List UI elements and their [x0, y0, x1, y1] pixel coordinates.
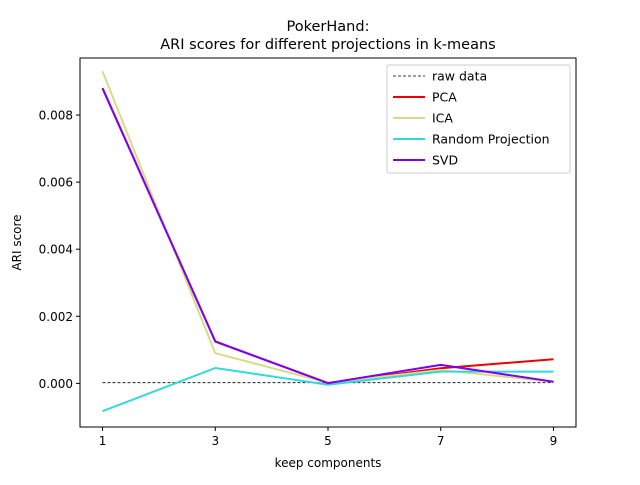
legend-box	[386, 64, 571, 174]
legend: raw data PCA ICA Random Projection SVD	[386, 64, 571, 174]
y-tick-label-1: 0.002	[39, 310, 73, 324]
legend-label-1: PCA	[432, 90, 457, 105]
legend-label-4: SVD	[432, 153, 458, 168]
chart-title-line1: PokerHand:	[287, 19, 370, 35]
x-axis-ticks: 1 3 5 7 9	[99, 427, 558, 448]
y-axis-ticks: 0.000 0.002 0.004 0.006 0.008	[39, 109, 80, 391]
x-tick-label-0: 1	[99, 434, 107, 448]
x-tick-label-1: 3	[211, 434, 219, 448]
legend-label-2: ICA	[432, 111, 453, 126]
legend-label-0: raw data	[432, 69, 487, 84]
y-tick-label-3: 0.006	[39, 176, 73, 190]
x-tick-label-3: 7	[437, 434, 445, 448]
x-tick-label-2: 5	[324, 434, 332, 448]
x-tick-label-4: 9	[550, 434, 558, 448]
x-axis-label: keep components	[275, 456, 382, 470]
series-layer	[101, 71, 554, 413]
y-tick-label-0: 0.000	[39, 377, 73, 391]
legend-label-3: Random Projection	[432, 132, 550, 147]
series-line-4	[101, 87, 554, 385]
chart-title-line2: ARI scores for different projections in …	[160, 37, 495, 53]
y-tick-label-2: 0.004	[39, 243, 73, 257]
series-line-3	[102, 367, 554, 413]
y-axis-label: ARI score	[10, 214, 24, 270]
y-tick-label-4: 0.008	[39, 109, 73, 123]
